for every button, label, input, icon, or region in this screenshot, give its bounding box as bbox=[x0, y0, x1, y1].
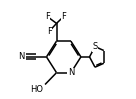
Text: HO: HO bbox=[30, 86, 43, 94]
Text: F: F bbox=[45, 12, 50, 21]
Text: N: N bbox=[18, 52, 24, 61]
Text: N: N bbox=[68, 68, 74, 77]
Text: F: F bbox=[47, 27, 52, 36]
Text: S: S bbox=[92, 42, 98, 51]
Text: F: F bbox=[61, 12, 66, 21]
